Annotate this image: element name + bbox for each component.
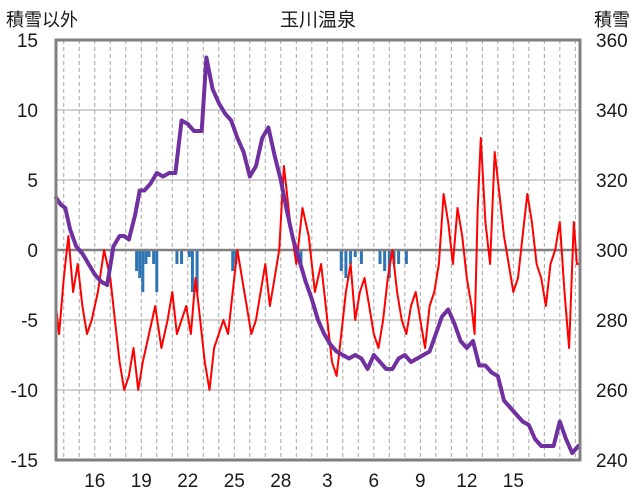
- precip-bar: [353, 250, 357, 257]
- right-tick-label: 320: [596, 171, 628, 192]
- snow-depth-line: [54, 55, 581, 455]
- left-tick-label: -15: [11, 451, 38, 472]
- x-tick-label: 28: [270, 471, 291, 492]
- right-tick-label: 360: [596, 31, 628, 52]
- x-tick-label: 3: [322, 471, 333, 492]
- left-axis-label: 積雪以外: [6, 10, 78, 30]
- left-tick-label: -10: [11, 381, 38, 402]
- x-tick-label: 22: [177, 471, 198, 492]
- precip-bar: [155, 250, 159, 292]
- tick-labels: 15 10 5 0 -5 -10 -15 360 340 320 300 280 260 240 16 19 2…: [11, 31, 628, 492]
- left-tick-label: 0: [27, 241, 38, 262]
- precip-bar: [195, 250, 199, 292]
- precip-bar: [190, 250, 194, 292]
- precip-bar: [344, 250, 348, 278]
- precip-bar: [180, 250, 184, 264]
- right-axis-label: 積雪: [594, 10, 630, 30]
- precip-bar: [397, 250, 401, 264]
- x-tick-label: 25: [224, 471, 245, 492]
- precip-bar: [378, 250, 382, 264]
- precip-bar: [175, 250, 179, 264]
- precip-bar: [187, 250, 191, 257]
- right-tick-label: 240: [596, 451, 628, 472]
- x-tick-label: 12: [456, 471, 477, 492]
- precip-bar: [138, 250, 142, 278]
- right-tick-label: 260: [596, 381, 628, 402]
- precip-bar: [147, 250, 151, 257]
- x-tick-label: 19: [131, 471, 152, 492]
- left-tick-label: -5: [21, 311, 38, 332]
- x-tick-label: 15: [503, 471, 524, 492]
- left-tick-label: 5: [27, 171, 38, 192]
- right-tick-label: 280: [596, 311, 628, 332]
- precip-bar: [135, 250, 139, 271]
- precip-bar: [349, 250, 353, 264]
- precip-bar: [299, 250, 303, 264]
- x-tick-label: 6: [369, 471, 380, 492]
- plot-frame: [54, 38, 582, 462]
- left-tick-label: 15: [17, 31, 38, 52]
- right-tick-label: 300: [596, 241, 628, 262]
- precip-bar: [383, 250, 387, 271]
- precip-bar: [152, 250, 156, 264]
- temperature-line: [55, 137, 580, 391]
- series-lines: [54, 55, 581, 455]
- x-tick-label: 9: [415, 471, 426, 492]
- chart-title: 玉川温泉: [280, 9, 356, 31]
- precip-bar: [359, 250, 363, 264]
- precip-bar: [144, 250, 148, 264]
- x-tick-label: 16: [84, 471, 105, 492]
- precip-bar: [404, 250, 408, 264]
- precip-bar: [339, 250, 343, 271]
- precip-bar: [231, 250, 235, 271]
- precip-bar: [141, 250, 145, 292]
- precipitation-bars: [135, 250, 408, 292]
- left-tick-label: 10: [17, 101, 38, 122]
- right-tick-label: 340: [596, 101, 628, 122]
